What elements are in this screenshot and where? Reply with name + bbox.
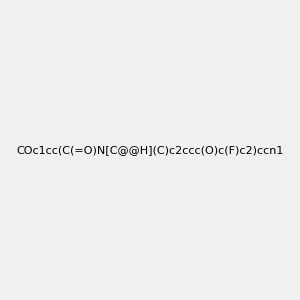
Text: COc1cc(C(=O)N[C@@H](C)c2ccc(O)c(F)c2)ccn1: COc1cc(C(=O)N[C@@H](C)c2ccc(O)c(F)c2)ccn… [16, 145, 284, 155]
